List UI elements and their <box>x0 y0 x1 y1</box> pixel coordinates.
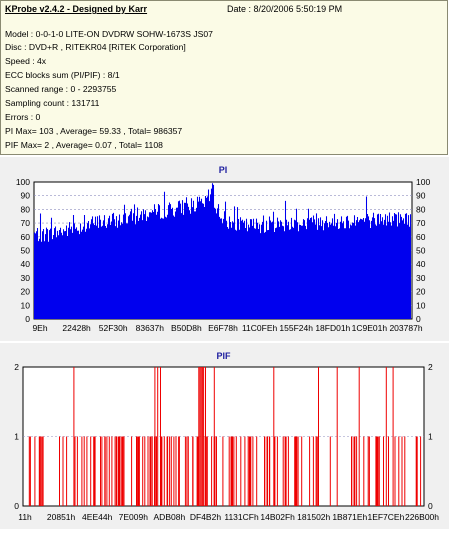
pi-y-tick-right: 10 <box>416 300 426 310</box>
pi-y-tick-left: 50 <box>21 246 31 256</box>
pi-y-tick-left: 0 <box>25 314 30 324</box>
ecc-line: ECC blocks sum (PI/PIF) : 8/1 <box>5 70 120 80</box>
pi-x-tick: 1C9E01h <box>352 323 388 333</box>
pif-x-tick: 1EF7CEh <box>367 512 404 522</box>
range-line: Scanned range : 0 - 2293755 <box>5 84 117 94</box>
pi-y-tick-left: 30 <box>21 273 31 283</box>
pif-x-tick: 14B02Fh <box>260 512 295 522</box>
app-title: KProbe v2.4.2 - Designed by Karr <box>5 4 148 14</box>
pif-x-tick: 11h <box>18 512 32 522</box>
pif-x-tick: 1B871Eh <box>332 512 367 522</box>
model-line: Model : 0-0-1-0 LITE-ON DVDRW SOHW-1673S… <box>5 29 213 39</box>
pi-y-tick-right: 70 <box>416 218 426 228</box>
errors-line: Errors : 0 <box>5 112 41 122</box>
pif-x-tick: 226B00h <box>405 512 439 522</box>
pif-y-tick-left: 0 <box>14 501 19 511</box>
sampling-line: Sampling count : 131711 <box>5 98 100 108</box>
pi-y-tick-right: 0 <box>416 314 421 324</box>
pi-x-tick: 9Eh <box>32 323 47 333</box>
pi-y-tick-left: 80 <box>21 204 31 214</box>
pi-y-tick-right: 60 <box>416 232 426 242</box>
pif-y-tick-right: 2 <box>428 362 433 372</box>
pi-y-tick-left: 10 <box>21 300 31 310</box>
info-panel: KProbe v2.4.2 - Designed by Karr Date : … <box>0 0 448 155</box>
pi-chart-panel: PI 0 0 10 10 20 20 30 30 40 40 50 50 60 60 70 70 80 80 90 90… <box>0 157 449 341</box>
pi-y-tick-left: 70 <box>21 218 31 228</box>
pi-x-tick: 18FD01h <box>315 323 350 333</box>
pif-y-tick-right: 0 <box>428 501 433 511</box>
pif-y-tick-left: 2 <box>14 362 19 372</box>
pi-x-tick: E6F78h <box>208 323 238 333</box>
pi-y-tick-right: 40 <box>416 259 426 269</box>
pif-summary-line: PIF Max= 2 , Average= 0.07 , Total= 1108 <box>5 140 163 150</box>
chart-title: PIF <box>216 351 231 361</box>
pi-y-tick-right: 90 <box>416 191 426 201</box>
pif-bars <box>28 367 422 506</box>
pif-x-tick: 4EE44h <box>82 512 113 522</box>
pi-chart: PI 0 0 10 10 20 20 30 30 40 40 50 50 60 60 70 70 80 80 90 90… <box>16 165 431 333</box>
pi-x-tick: 83637h <box>136 323 165 333</box>
pi-y-tick-left: 20 <box>21 287 31 297</box>
pi-y-tick-left: 100 <box>16 177 30 187</box>
pi-x-tick: 52F30h <box>99 323 128 333</box>
pif-x-tick: 7E009h <box>119 512 149 522</box>
pi-x-tick: 155F24h <box>279 323 313 333</box>
pi-y-tick-right: 50 <box>416 246 426 256</box>
pi-y-tick-left: 40 <box>21 259 31 269</box>
pi-x-tick: 22428h <box>62 323 91 333</box>
pi-y-tick-left: 90 <box>21 191 31 201</box>
chart-title: PI <box>219 165 228 175</box>
pi-x-tick: 11C0FEh <box>242 323 278 333</box>
pif-y-tick-right: 1 <box>428 432 433 442</box>
pi-x-tick: B50D8h <box>171 323 202 333</box>
pi-bars <box>33 183 412 319</box>
speed-line: Speed : 4x <box>5 56 47 66</box>
scan-date: Date : 8/20/2006 5:50:19 PM <box>227 4 343 14</box>
pi-y-tick-right: 30 <box>416 273 426 283</box>
disc-line: Disc : DVD+R , RITEKR04 [RiTEK Corporati… <box>5 42 186 52</box>
pi-y-tick-left: 60 <box>21 232 31 242</box>
pi-x-tick: 203787h <box>389 323 422 333</box>
pif-chart: PIF 0 0 1 1 2 2 11h 20851h 4EE44h 7E009h ADB08h DF4B… <box>14 351 439 522</box>
pi-y-tick-right: 20 <box>416 287 426 297</box>
pif-x-tick: 181502h <box>297 512 330 522</box>
pi-y-tick-right: 80 <box>416 204 426 214</box>
pif-y-tick-left: 1 <box>14 432 19 442</box>
pi-summary-line: PI Max= 103 , Average= 59.33 , Total= 98… <box>5 126 183 136</box>
pi-y-tick-right: 100 <box>416 177 430 187</box>
pif-x-tick: DF4B2h <box>190 512 221 522</box>
pif-x-tick: 1131CFh <box>224 512 259 522</box>
pif-chart-panel: PIF 0 0 1 1 2 2 11h 20851h 4EE44h 7E009h ADB08h DF4B… <box>0 343 449 529</box>
pif-x-tick: 20851h <box>47 512 76 522</box>
pif-x-tick: ADB08h <box>154 512 186 522</box>
